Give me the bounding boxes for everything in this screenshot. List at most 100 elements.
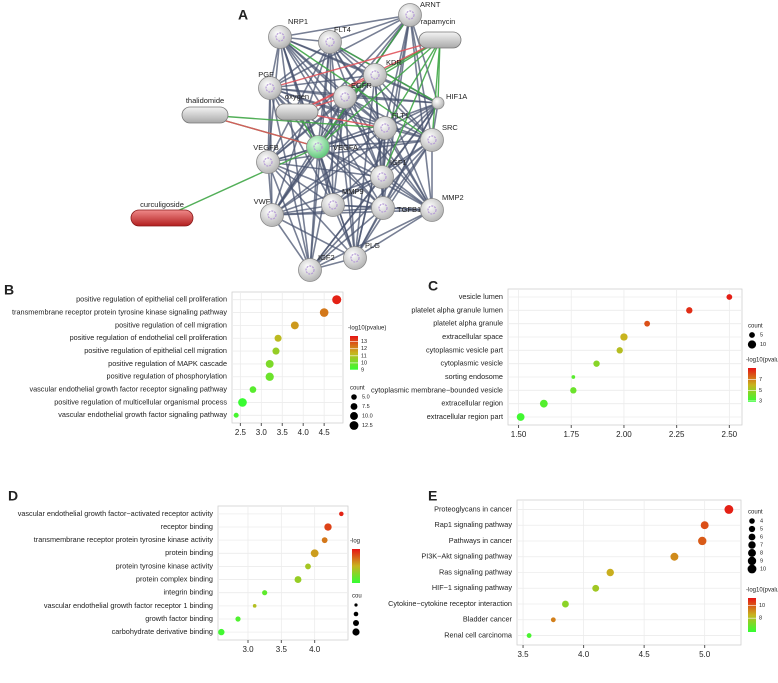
network-edge [344, 39, 441, 98]
y-tick-label: vascular endothelial growth factor recep… [44, 601, 213, 610]
colorbar [352, 549, 360, 583]
colorbar-tick-label: 11 [361, 353, 367, 359]
dot [319, 308, 329, 317]
network-edge [269, 87, 433, 141]
x-tick-label: 5.0 [699, 650, 711, 659]
dot [724, 505, 734, 514]
protein-structure [265, 83, 275, 93]
panel-label: E [428, 488, 437, 504]
network-edge [161, 146, 319, 219]
protein-structure [305, 265, 315, 275]
network-edge [431, 39, 441, 141]
size-legend-label: 7.5 [362, 404, 370, 410]
dot [324, 523, 332, 531]
dot [290, 321, 299, 330]
x-tick-label: 4.0 [309, 645, 321, 654]
dot [606, 568, 614, 577]
y-tick-label: Pathways in cancer [449, 536, 513, 545]
dot [670, 552, 679, 561]
y-tick-label: vascular endothelial growth factor signa… [58, 410, 227, 419]
node-label: KDR [386, 58, 402, 67]
network-edge [269, 74, 376, 89]
colorbar-tick-label: 9 [361, 367, 364, 373]
colorbar-tick-label: 10 [361, 360, 367, 366]
y-tick-label: protein binding [165, 548, 213, 557]
network-edge [309, 176, 383, 271]
dot [539, 399, 548, 408]
node-label: oxygen [285, 92, 309, 101]
dot [620, 333, 628, 341]
protein-node [398, 3, 422, 27]
protein-node [363, 63, 387, 87]
dot [571, 375, 576, 379]
x-tick-label: 2.00 [616, 430, 632, 439]
dot [321, 537, 328, 544]
colorbar-tick-label: 8 [759, 616, 762, 622]
x-tick-label: 1.50 [511, 430, 527, 439]
colorbar-tick-label: 10 [759, 603, 765, 609]
network-edge [269, 39, 441, 89]
protein-node [420, 198, 444, 222]
size-legend-dot [353, 611, 359, 617]
colorbar-tick-label: 12 [361, 346, 367, 352]
network-edge [374, 74, 433, 141]
y-tick-label: HIF−1 signaling pathway [432, 583, 512, 592]
protein-structure [263, 157, 273, 167]
node-label: curculigoside [140, 200, 184, 209]
panel-label: A [238, 7, 248, 23]
network-edge [437, 39, 441, 104]
network-edge [271, 41, 331, 216]
network-edge [267, 41, 331, 163]
network-edge [204, 114, 386, 129]
size-legend-label: 9 [760, 558, 763, 564]
panel-label: D [8, 488, 18, 504]
node-label: ARNT [420, 0, 441, 9]
legend-title: count [748, 510, 763, 516]
protein-structure [340, 92, 350, 102]
size-legend-dot [351, 394, 357, 400]
network-edge [267, 161, 356, 259]
network-edge [317, 146, 384, 209]
protein-node [370, 165, 394, 189]
network-edge [317, 39, 441, 148]
network-edge [267, 36, 281, 163]
network-edge [309, 207, 384, 271]
y-tick-label: integrin binding [164, 588, 214, 597]
network-edge [329, 41, 356, 259]
colorbar-tick-label: 7 [759, 377, 762, 383]
dot [233, 412, 239, 418]
network-edge [354, 74, 376, 259]
dot [339, 511, 344, 517]
size-legend-dot [749, 518, 755, 524]
dot [726, 294, 733, 300]
network-edge [271, 127, 386, 216]
x-tick-label: 4.5 [319, 428, 331, 437]
y-tick-label: positive regulation of cell migration [115, 320, 227, 329]
node-label: MMP9 [342, 187, 364, 196]
dot [526, 633, 532, 638]
dot [265, 359, 274, 368]
network-edge [271, 214, 356, 259]
network-edge [317, 139, 433, 148]
protein-structure [427, 205, 437, 215]
legend-title: cou [352, 594, 362, 600]
y-tick-label: sorting endosome [445, 372, 503, 381]
network-edge [409, 14, 439, 104]
protein-structure [427, 135, 437, 145]
size-legend-dot [353, 620, 359, 626]
colorbar [748, 368, 756, 402]
protein-structure [380, 123, 390, 133]
legend-title: count [350, 386, 365, 392]
y-tick-label: vascular endothelial growth factor recep… [29, 385, 227, 394]
protein-node [258, 76, 282, 100]
compound-node [181, 106, 229, 124]
legend-title: -log10(pvalue) [746, 358, 778, 364]
protein-structure [328, 200, 338, 210]
y-tick-label: PI3K−Akt signaling pathway [421, 552, 512, 561]
network-edge [329, 41, 383, 178]
network-edge [279, 36, 433, 211]
network-edge [409, 14, 433, 141]
node-label: PLG [365, 241, 380, 250]
y-tick-label: positive regulation of endothelial cell … [70, 333, 227, 342]
node-label: SRC [442, 123, 458, 132]
